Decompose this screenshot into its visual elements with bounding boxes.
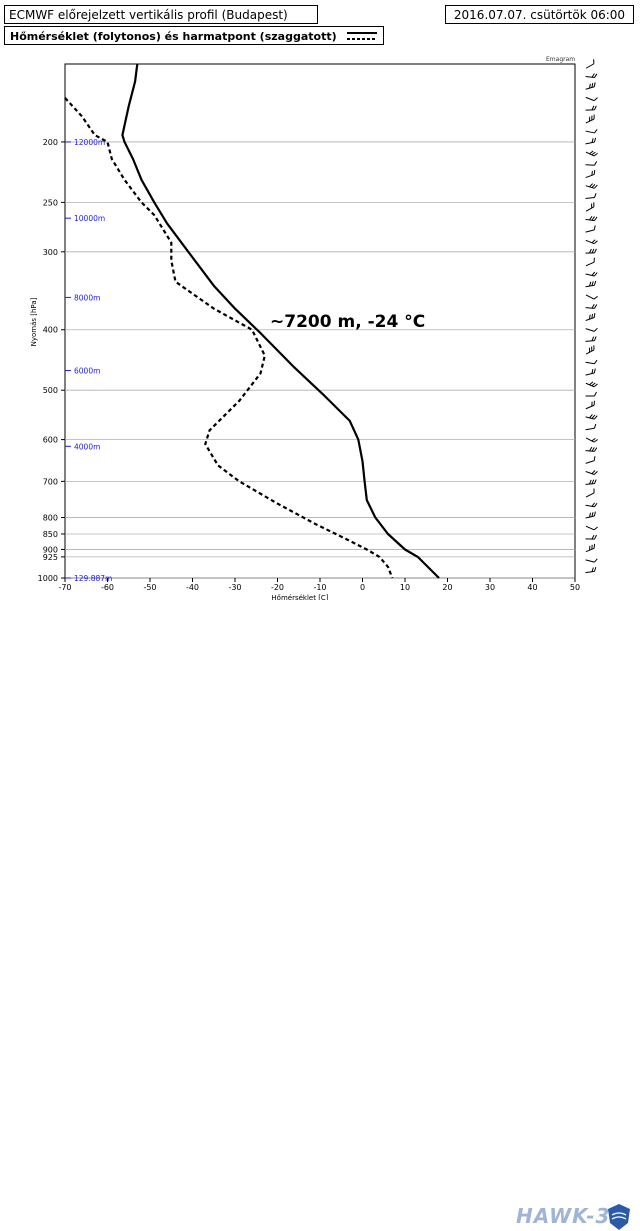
wind-barb-icon	[584, 345, 596, 354]
wind-barb-icon	[586, 127, 598, 133]
wind-barb-icon	[585, 424, 596, 430]
wind-barb-icon	[586, 556, 598, 563]
x-tick-label: -50	[143, 583, 156, 592]
y-tick-label: 600	[43, 436, 58, 445]
height-label: 12000m	[74, 138, 105, 147]
wind-barb-icon	[584, 488, 596, 497]
wind-barb-icon	[585, 281, 597, 287]
wind-barb-icon	[586, 535, 597, 539]
wind-barb-icon	[584, 115, 596, 123]
x-tick-label: -20	[271, 583, 284, 592]
wind-barb-icon	[585, 336, 596, 341]
y-tick-label: 925	[43, 553, 58, 562]
wind-barb-icon	[586, 501, 598, 507]
wind-barb-icon	[586, 447, 597, 452]
hawk-logo: HAWK-3	[516, 1204, 610, 1228]
height-label: 8000m	[74, 293, 100, 302]
wind-barb-icon	[586, 94, 598, 102]
wind-barb-icon	[586, 148, 598, 156]
wind-barb-icon	[585, 106, 596, 110]
x-tick-label: -40	[186, 583, 199, 592]
wind-barb-icon	[586, 182, 598, 189]
wind-barb-icon	[586, 434, 598, 443]
omsz-logo-icon	[607, 1203, 631, 1231]
wind-barb-icon	[586, 380, 598, 388]
y-tick-label: 850	[43, 530, 58, 539]
x-tick-label: 50	[570, 583, 580, 592]
wind-barb-icon	[585, 369, 597, 376]
wind-barb-icon	[584, 313, 596, 320]
annotation-label: ~7200 m, -24 °C	[270, 312, 425, 332]
y-tick-label: 300	[43, 248, 58, 257]
wind-barb-icon	[586, 523, 598, 531]
x-tick-label: 30	[485, 583, 495, 592]
y-axis-label: Nyomás [hPa]	[30, 297, 38, 346]
x-tick-label: 40	[527, 583, 537, 592]
x-tick-label: -10	[313, 583, 326, 592]
wind-barb-icon	[584, 202, 596, 211]
y-tick-label: 1000	[38, 574, 58, 583]
height-label: 6000m	[74, 367, 100, 376]
height-label: 129.887m	[74, 574, 112, 583]
wind-barb-icon	[585, 82, 597, 89]
wind-barb-icon	[584, 170, 596, 178]
height-label: 10000m	[74, 214, 105, 223]
y-tick-label: 200	[43, 138, 58, 147]
wind-barb-icon	[586, 468, 598, 475]
x-tick-label: -30	[228, 583, 241, 592]
x-axis-label: Hőmérséklet [C]	[271, 593, 328, 600]
wind-barb-icon	[585, 512, 597, 518]
wind-barb-icon	[586, 161, 597, 166]
y-tick-label: 700	[43, 477, 58, 486]
wind-barb-icon	[586, 358, 597, 364]
y-tick-label: 800	[43, 514, 58, 523]
x-tick-label: -60	[101, 583, 114, 592]
emagram-chart: 2002503004005006007008008509009251000-70…	[0, 0, 640, 600]
wind-barb-icon	[585, 225, 597, 232]
wind-barb-icon	[586, 237, 598, 245]
wind-barb-icon	[586, 215, 597, 220]
wind-barb-icon	[586, 325, 598, 332]
height-label: 4000m	[74, 442, 100, 451]
wind-barb-icon	[585, 480, 596, 485]
wind-barb-icon	[585, 567, 596, 572]
y-tick-label: 500	[43, 386, 58, 395]
wind-barb-icon	[586, 413, 598, 420]
wind-barb-icon	[584, 59, 596, 68]
wind-barb-icon	[584, 401, 596, 409]
footer: HAWK-3	[0, 600, 640, 640]
y-tick-label: 250	[43, 198, 58, 207]
x-tick-label: 20	[442, 583, 452, 592]
wind-barb-icon	[586, 392, 597, 396]
y-tick-label: 400	[43, 326, 58, 335]
wind-barb-icon	[584, 456, 596, 463]
wind-barb-icon	[584, 258, 596, 266]
wind-barb-icon	[585, 138, 597, 144]
wind-barb-icon	[586, 72, 597, 77]
wind-barb-icon	[586, 291, 598, 300]
wind-barb-icon	[584, 544, 596, 552]
wind-barb-icon	[585, 193, 596, 198]
wind-barb-icon	[585, 249, 596, 253]
x-tick-label: 0	[360, 583, 365, 592]
wind-barb-icon	[586, 304, 597, 309]
x-tick-label: 10	[400, 583, 410, 592]
wind-barb-icon	[586, 270, 598, 276]
x-tick-label: -70	[58, 583, 71, 592]
